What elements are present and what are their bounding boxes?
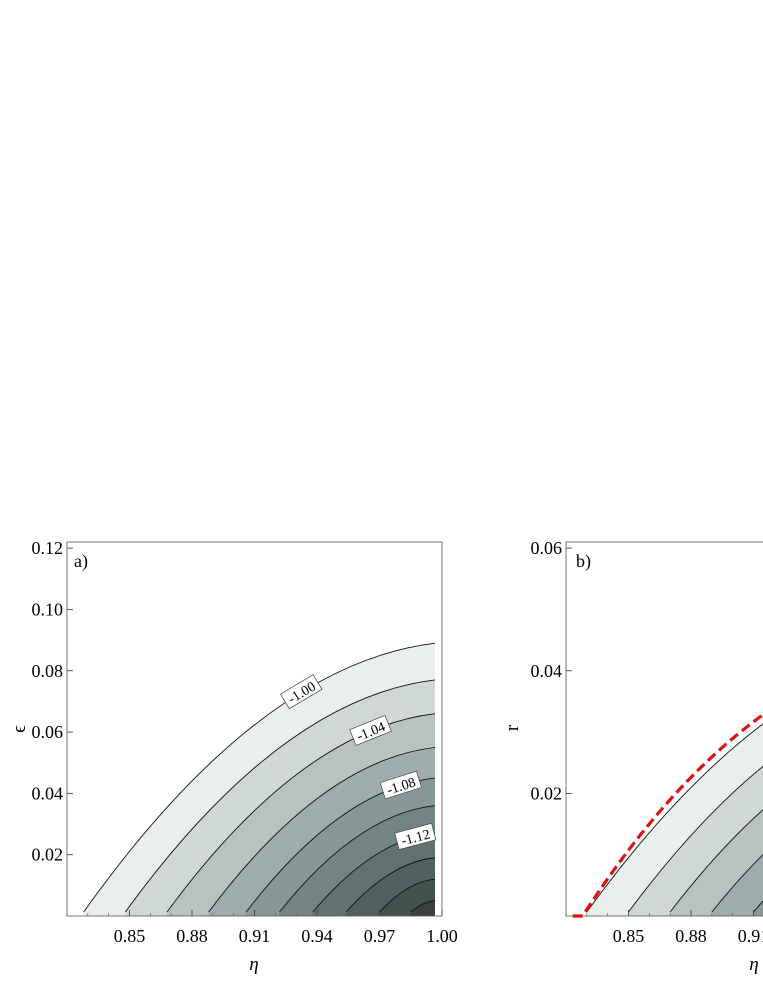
x-tick-label: 0.94 [301,926,333,946]
panel-label-b: b) [576,551,591,572]
contour-line [208,746,436,913]
contour-band [753,901,763,916]
x-tick-label: 0.88 [675,926,707,946]
contour-line [345,857,436,913]
y-tick-label: 0.04 [32,783,64,803]
contour-line [124,679,436,913]
y-tick-label: 0.06 [531,538,563,558]
boundary-curve-b [572,712,763,918]
contour-line [410,900,436,913]
x-tick-label: 0.91 [738,926,763,946]
y-tick-label: 0.08 [32,661,64,681]
contour-lines-b [586,723,763,913]
x-axis-label-b: η [749,954,758,975]
panel-label-a: a) [74,551,88,572]
x-tick-label: 0.88 [176,926,208,946]
y-axis-a: 0.02 0.04 0.06 0.08 0.10 0.12 [32,538,73,865]
contour-line [586,723,763,913]
boundary-line [572,712,763,918]
x-tick-label: 1.00 [426,926,458,946]
y-tick-label: 0.02 [531,783,563,803]
x-tick-label: 0.85 [114,926,146,946]
contour-line [279,805,436,913]
contour-band [711,854,763,916]
x-axis-a: 0.85 0.88 0.91 0.94 0.97 1.00 [66,910,458,946]
contour-line [166,713,436,913]
contour-label-text: -1.12 [400,827,432,849]
contour-fills-a [83,643,436,916]
contour-line [379,878,436,913]
panel-b: b) 0.850.880.910.940.971.00 0.020.040.06… [502,538,763,975]
x-axis-label-a: η [249,954,258,975]
x-tick-label: 0.85 [613,926,645,946]
contour-line [711,854,763,913]
panel-a: -1.00-1.04-1.08-1.12 a) 0.85 0.88 0.91 0.94… [9,538,458,975]
y-tick-label: 0.06 [32,722,64,742]
y-axis-label-a: ϵ [9,725,30,733]
contour-line [83,642,436,913]
contour-line [669,809,763,913]
contour-label: -1.12 [394,822,437,850]
y-tick-label: 0.04 [531,661,563,681]
x-axis-b: 0.850.880.910.940.971.00 [565,910,763,946]
y-tick-label: 0.02 [32,845,64,865]
x-tick-label: 0.91 [239,926,271,946]
y-tick-label: 0.10 [32,599,64,619]
y-axis-label-b: r [502,724,523,731]
contour-line [628,765,763,913]
x-tick-label: 0.97 [364,926,396,946]
contour-fills-b [586,724,763,916]
y-tick-label: 0.12 [32,538,64,558]
y-axis-b: 0.02 0.04 0.06 [531,538,572,803]
contour-band [410,900,435,916]
